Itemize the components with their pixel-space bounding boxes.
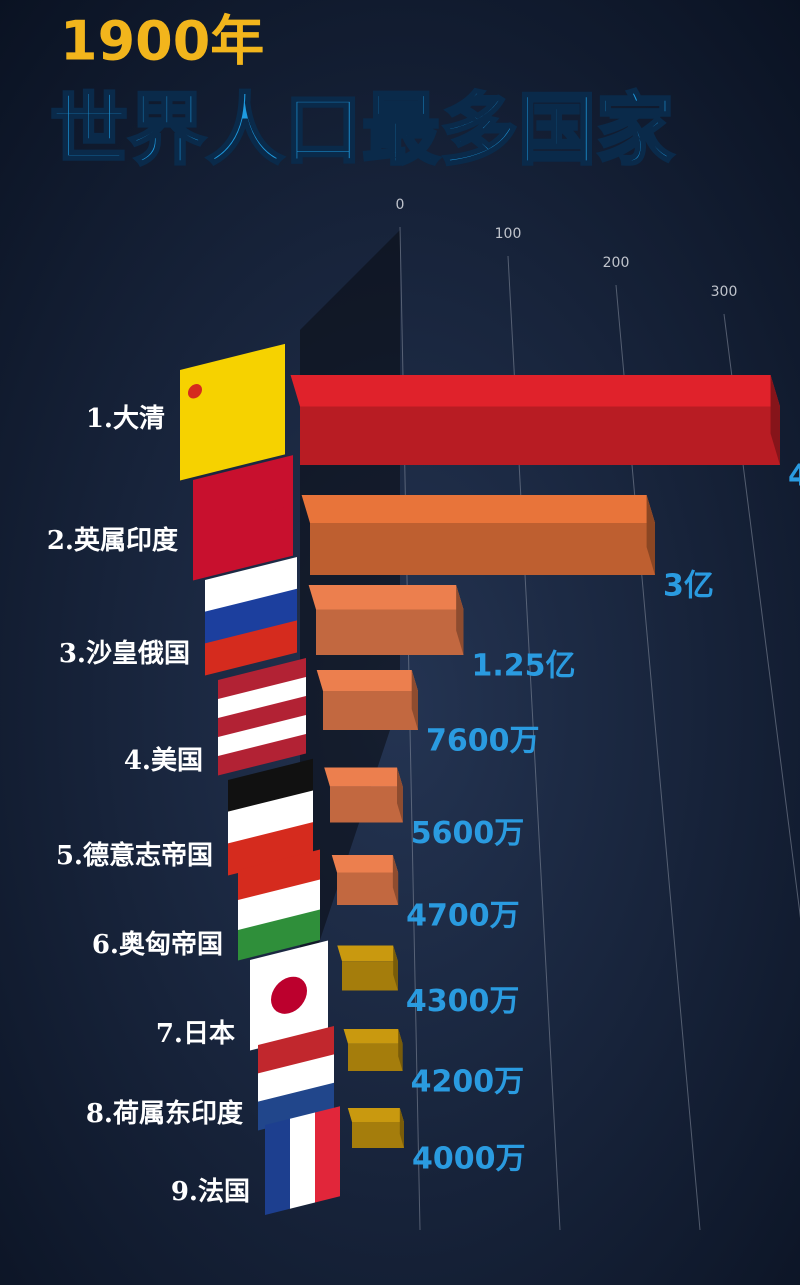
flag-stripe bbox=[180, 343, 285, 481]
bar-end bbox=[398, 1029, 403, 1071]
bar-end bbox=[456, 585, 464, 655]
category-label: 6.奥匈帝国 bbox=[92, 929, 223, 960]
bar bbox=[330, 786, 403, 823]
value-label: 5600万 bbox=[411, 816, 525, 851]
bar-end bbox=[770, 375, 780, 465]
flag-stripe bbox=[238, 879, 320, 931]
bar bbox=[323, 691, 418, 730]
value-label: 3亿 bbox=[663, 569, 714, 604]
category-label: 2.英属印度 bbox=[47, 525, 178, 556]
bar-end bbox=[393, 945, 398, 991]
flag-stripe bbox=[218, 734, 306, 776]
flag bbox=[218, 658, 306, 776]
bar-top bbox=[316, 670, 418, 691]
bar-top bbox=[343, 1029, 403, 1044]
flag-stripe bbox=[228, 822, 313, 876]
x-tick-label: 100 bbox=[495, 226, 522, 242]
bar bbox=[352, 1122, 404, 1148]
bars: 4亿 3亿 1.25亿 7600万 5600万 4700万 4300万 4200万 4000万 bbox=[290, 375, 800, 1177]
bar bbox=[348, 1043, 403, 1071]
bar bbox=[337, 872, 399, 905]
value-label: 4300万 bbox=[406, 984, 520, 1019]
bar-top bbox=[301, 495, 655, 523]
value-label: 1.25亿 bbox=[472, 649, 576, 684]
bar bbox=[342, 961, 398, 991]
flag-stripe bbox=[218, 677, 306, 719]
flag-sun bbox=[271, 976, 307, 1014]
value-label: 4亿 bbox=[788, 459, 800, 494]
flag bbox=[238, 849, 320, 961]
category-label: 1.大清 bbox=[86, 404, 165, 434]
bar-top bbox=[290, 375, 780, 407]
bar-top bbox=[308, 585, 464, 610]
flag-sun bbox=[188, 384, 202, 399]
flags: 1.大清 2.英属印度 3.沙皇俄国 4.美国 5.德意志帝国 6.奥匈帝国 7.日本 8.荷… bbox=[47, 343, 340, 1215]
bar-end bbox=[399, 1108, 404, 1148]
flag bbox=[250, 940, 328, 1051]
category-label: 3.沙皇俄国 bbox=[59, 639, 190, 669]
value-label: 4700万 bbox=[406, 899, 519, 934]
category-label: 5.德意志帝国 bbox=[56, 840, 213, 871]
x-tick-label: 200 bbox=[603, 255, 630, 271]
flag-stripe bbox=[315, 1106, 340, 1203]
category-label: 8.荷属东印度 bbox=[86, 1098, 243, 1129]
flag-stripe bbox=[265, 1118, 290, 1215]
flag bbox=[205, 557, 297, 676]
value-label: 4200万 bbox=[411, 1065, 524, 1100]
flag bbox=[180, 343, 285, 481]
category-label: 7.日本 bbox=[156, 1019, 235, 1049]
flag-stripe bbox=[238, 849, 320, 901]
bar-end bbox=[411, 670, 418, 730]
grid-line bbox=[723, 313, 800, 919]
flag-stripe bbox=[218, 658, 306, 700]
flag-stripe bbox=[258, 1082, 334, 1131]
flag-stripe bbox=[205, 588, 297, 644]
bar-top bbox=[324, 767, 403, 787]
chart-title: 1900年 bbox=[60, 10, 264, 73]
bar bbox=[316, 609, 464, 655]
chart-subtitle: 世界人口最多国家 bbox=[50, 85, 674, 175]
bar-end bbox=[397, 767, 403, 823]
flag-stripe bbox=[193, 505, 293, 581]
bar-top bbox=[331, 855, 399, 873]
x-tick-label: 0 bbox=[396, 197, 405, 213]
flag-stripe bbox=[228, 790, 313, 844]
bar-end bbox=[392, 855, 399, 905]
flag-stripe bbox=[218, 715, 306, 757]
flag-stripe bbox=[218, 696, 306, 738]
flag-stripe bbox=[205, 620, 297, 676]
category-label: 9.法国 bbox=[171, 1177, 250, 1207]
flag-stripe bbox=[238, 909, 320, 961]
x-tick-label: 300 bbox=[711, 284, 738, 300]
flag bbox=[228, 758, 313, 876]
bar-top bbox=[347, 1108, 404, 1122]
value-label: 4000万 bbox=[412, 1142, 526, 1177]
flag bbox=[258, 1026, 334, 1131]
flag-stripe bbox=[205, 557, 297, 613]
category-label: 4.美国 bbox=[124, 745, 203, 776]
bar bbox=[300, 406, 780, 465]
bar-end bbox=[646, 495, 655, 575]
flag bbox=[265, 1106, 340, 1215]
flag-stripe bbox=[258, 1026, 334, 1074]
value-label: 7600万 bbox=[426, 724, 540, 759]
flag-stripe bbox=[228, 758, 313, 813]
flag-stripe bbox=[258, 1054, 334, 1103]
flag bbox=[193, 455, 293, 581]
bar bbox=[310, 523, 655, 575]
bar-top bbox=[337, 945, 398, 962]
flag-stripe bbox=[290, 1112, 315, 1209]
